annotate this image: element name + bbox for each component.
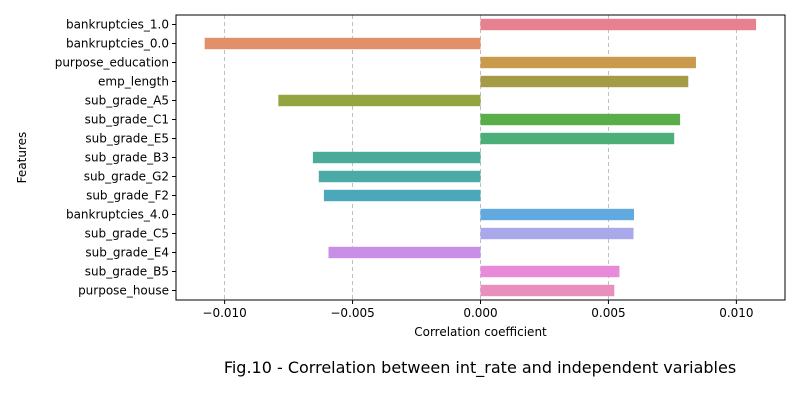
- y-tick-label: sub_grade_C1: [85, 113, 169, 127]
- bar-sub-grade-E4: [328, 246, 481, 259]
- bar-bankruptcies-0-0: [204, 37, 481, 50]
- x-tick-label: −0.010: [202, 306, 246, 320]
- bar-sub-grade-B3: [312, 151, 481, 164]
- y-tick-label: purpose_education: [55, 56, 169, 70]
- y-tick-label: sub_grade_G2: [84, 170, 169, 184]
- bar-sub-grade-G2: [318, 170, 481, 183]
- figure-caption: Fig.10 - Correlation between int_rate an…: [224, 358, 736, 378]
- bar-sub-grade-C5: [480, 227, 634, 240]
- y-tick-label: sub_grade_B3: [85, 151, 169, 165]
- bars: [204, 18, 757, 297]
- y-tick-label: sub_grade_E4: [85, 246, 169, 260]
- y-tick-label: sub_grade_A5: [85, 94, 169, 108]
- bar-purpose-house: [480, 284, 615, 297]
- bar-sub-grade-E5: [480, 132, 675, 145]
- bar-bankruptcies-1-0: [480, 18, 757, 31]
- y-tick-label: sub_grade_B5: [85, 265, 169, 279]
- y-tick-label: sub_grade_E5: [85, 132, 169, 146]
- y-axis-label: Features: [15, 132, 29, 184]
- bar-bankruptcies-4-0: [480, 208, 635, 221]
- x-tick-label: 0.000: [463, 306, 497, 320]
- y-tick-label: sub_grade_F2: [86, 189, 169, 203]
- y-tick-label: bankruptcies_1.0: [66, 18, 169, 32]
- y-tick-label: emp_length: [98, 75, 169, 89]
- x-tick-label: 0.010: [719, 306, 753, 320]
- y-tick-label: sub_grade_C5: [85, 227, 169, 241]
- bar-purpose-education: [480, 56, 696, 69]
- bar-sub-grade-F2: [323, 189, 481, 202]
- x-tick-label: 0.005: [591, 306, 625, 320]
- x-axis-label: Correlation coefficient: [414, 325, 547, 339]
- bar-sub-grade-A5: [278, 94, 481, 107]
- y-tick-labels: bankruptcies_1.0 bankruptcies_0.0 purpose_…: [55, 18, 176, 298]
- bar-emp-length: [480, 75, 689, 88]
- x-tick-label: −0.005: [330, 306, 374, 320]
- bar-sub-grade-B5: [480, 265, 620, 278]
- bar-sub-grade-C1: [480, 113, 681, 126]
- y-tick-label: purpose_house: [78, 284, 169, 298]
- y-tick-label: bankruptcies_0.0: [66, 37, 169, 51]
- x-tick-labels: −0.010 −0.005 0.000 0.005 0.010: [202, 300, 754, 320]
- y-tick-label: bankruptcies_4.0: [66, 208, 169, 222]
